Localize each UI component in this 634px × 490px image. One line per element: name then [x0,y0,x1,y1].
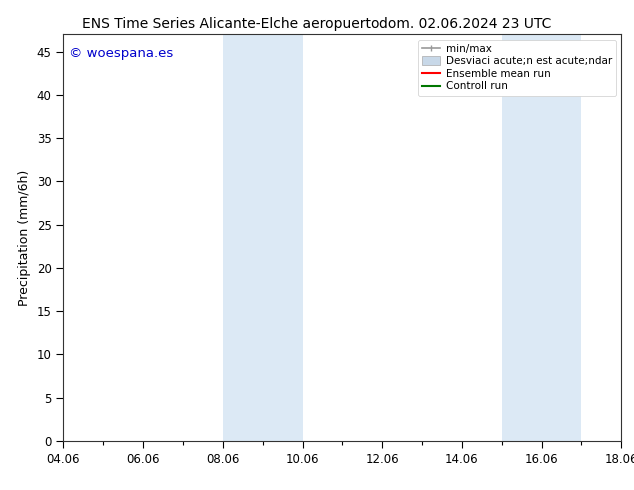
Y-axis label: Precipitation (mm/6h): Precipitation (mm/6h) [18,170,31,306]
Bar [223,34,302,441]
Text: ENS Time Series Alicante-Elche aeropuerto: ENS Time Series Alicante-Elche aeropuert… [82,17,380,31]
Text: © woespana.es: © woespana.es [69,47,173,59]
Text: dom. 02.06.2024 23 UTC: dom. 02.06.2024 23 UTC [379,17,552,31]
Legend: min/max, Desviaci acute;n est acute;ndar, Ensemble mean run, Controll run: min/max, Desviaci acute;n est acute;ndar… [418,40,616,96]
Bar [501,34,581,441]
